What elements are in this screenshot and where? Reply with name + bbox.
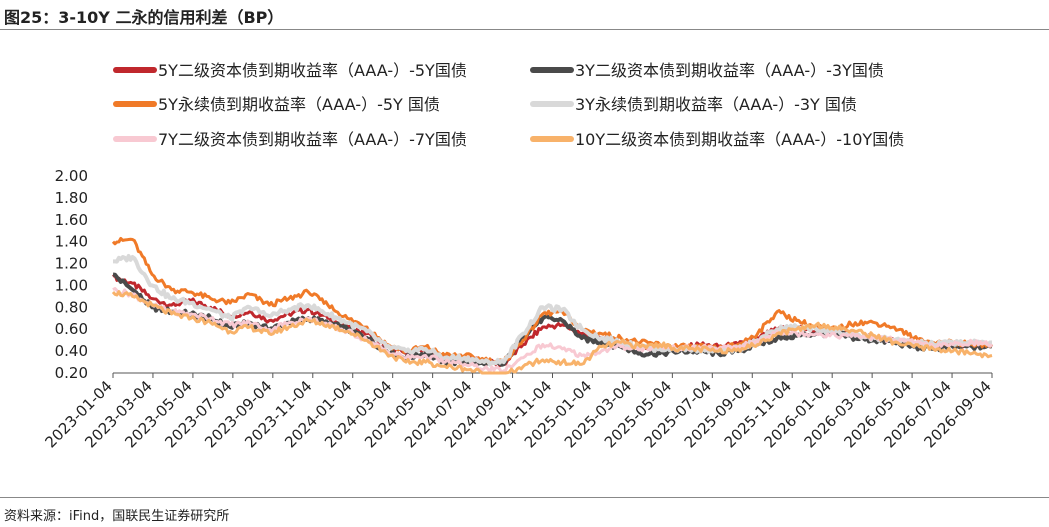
- bottom-divider: [0, 497, 1049, 498]
- series-line: [112, 272, 993, 367]
- y-tick-label: 1.00: [55, 276, 88, 294]
- legend-label: 10Y二级资本债到期收益率（AAA-）-10Y国债: [575, 130, 904, 149]
- y-tick-label: 2.00: [55, 167, 88, 185]
- y-tick-label: 0.80: [55, 298, 88, 316]
- y-tick-label: 0.40: [55, 342, 88, 360]
- legend-label: 7Y二级资本债到期收益率（AAA-）-7Y国债: [158, 130, 467, 149]
- legend-label: 5Y永续债到期收益率（AAA-）-5Y 国债: [158, 95, 440, 114]
- y-tick-label: 1.60: [55, 211, 88, 229]
- y-tick-label: 0.60: [55, 320, 88, 338]
- series-line: [112, 287, 993, 375]
- top-divider: [0, 29, 1049, 30]
- y-tick-label: 1.40: [55, 233, 88, 251]
- source-note: 资料来源：iFind，国联民生证券研究所: [4, 509, 230, 524]
- y-tick-label: 0.20: [55, 364, 88, 382]
- series-line: [111, 290, 993, 375]
- x-axis: 2023-01-042023-03-042023-05-042023-07-04…: [41, 373, 995, 451]
- legend-label: 5Y二级资本债到期收益率（AAA-）-5Y国债: [158, 61, 467, 80]
- y-tick-label: 1.80: [55, 189, 88, 207]
- y-axis: 2.00 1.80 1.60 1.40 1.20 1.00 0.80 0.60 0.40 0.20: [55, 167, 992, 382]
- figure-title: 图25：3-10Y 二永的信用利差（BP）: [4, 8, 284, 27]
- y-tick-label: 1.20: [55, 255, 88, 273]
- series-lines: [111, 236, 994, 375]
- legend: 5Y二级资本债到期收益率（AAA-）-5Y国债 3Y二级资本债到期收益率（AAA-…: [113, 61, 904, 149]
- legend-label: 3Y二级资本债到期收益率（AAA-）-3Y国债: [575, 61, 884, 80]
- legend-label: 3Y永续债到期收益率（AAA-）-3Y 国债: [575, 95, 857, 114]
